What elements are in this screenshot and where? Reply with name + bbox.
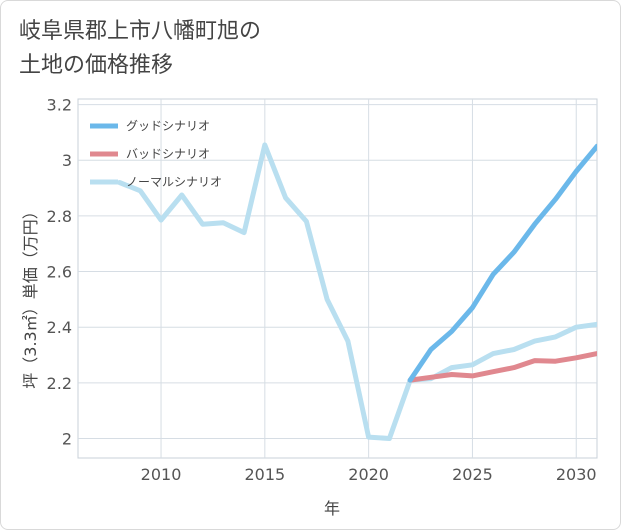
x-tick-label-2025: 2025 <box>452 465 493 484</box>
plot-area <box>77 98 598 459</box>
legend-label-2: ノーマルシナリオ <box>126 175 222 189</box>
x-tick-label-2020: 2020 <box>348 465 389 484</box>
y-tick-label-6: 3.2 <box>47 96 72 115</box>
y-tick-label-0: 2 <box>62 430 72 449</box>
x-tick-label-2010: 2010 <box>141 465 182 484</box>
series-line-0 <box>407 143 597 383</box>
chart-title: 岐阜県郡上市八幡町旭の 土地の価格推移 <box>19 15 261 83</box>
y-axis-title: 坪（3.3㎡）単価（万円） <box>21 203 40 388</box>
y-tick-label-1: 2.2 <box>47 374 72 393</box>
series-layer <box>117 142 597 441</box>
x-tick-label-2015: 2015 <box>244 465 285 484</box>
series-line-2 <box>117 142 597 441</box>
legend-label-0: グッドシナリオ <box>126 119 210 133</box>
x-gridlines <box>160 99 577 458</box>
y-gridlines <box>78 104 597 440</box>
x-tick-labels: 2010 2015 2020 2025 2030 <box>141 465 597 484</box>
y-tick-label-5: 3 <box>62 151 72 170</box>
y-tick-labels: 2 2.2 2.4 2.6 2.8 3 3.2 <box>47 96 72 449</box>
series-line-1 <box>407 351 597 383</box>
chart-title-line-1: 岐阜県郡上市八幡町旭の <box>19 19 262 44</box>
y-tick-label-3: 2.6 <box>47 263 72 282</box>
y-tick-label-4: 2.8 <box>47 207 72 226</box>
y-tick-label-2: 2.4 <box>47 318 72 337</box>
x-axis-title: 年 <box>324 499 340 518</box>
chart-title-line-2: 土地の価格推移 <box>19 53 174 78</box>
x-tick-label-2030: 2030 <box>556 465 597 484</box>
legend-label-1: バッドシナリオ <box>126 147 210 161</box>
